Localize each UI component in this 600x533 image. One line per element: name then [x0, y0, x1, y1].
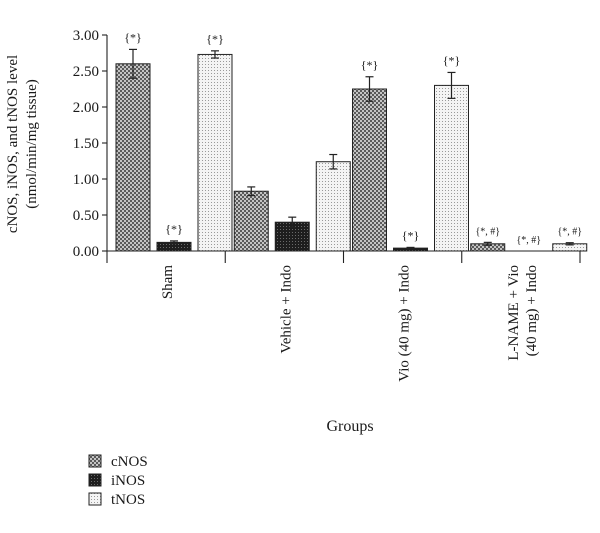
category-label: L-NAME + Vio — [506, 265, 522, 361]
legend: cNOS iNOS tNOS — [88, 454, 148, 508]
bar-tnos — [315, 161, 351, 252]
significance-label-inos: {*, #} — [516, 235, 541, 246]
significance-label-tnos: {*, #} — [557, 227, 582, 238]
y-tick-label: 2.50 — [73, 64, 99, 80]
x-axis-title: Groups — [326, 418, 373, 435]
category-label: Vehicle + Indo — [278, 265, 294, 353]
y-axis-title-line-1: cNOS, iNOS, and tNOS level — [5, 55, 21, 233]
y-tick-label: 3.00 — [73, 28, 99, 44]
significance-label-tnos: {*} — [206, 32, 224, 46]
legend-label-tnos: tNOS — [111, 492, 145, 508]
significance-label-tnos: {*} — [443, 53, 461, 67]
y-tick-label: 1.00 — [73, 172, 99, 188]
bar-cnos — [115, 63, 151, 252]
legend-swatch-cnos — [88, 454, 102, 468]
significance-label-cnos: {*} — [124, 30, 142, 44]
category-label: Vio (40 mg) + Indo — [397, 265, 413, 382]
significance-label-cnos: {*, #} — [475, 226, 500, 237]
y-tick-label: 0.50 — [73, 208, 99, 224]
category-label: (40 mg) + Indo — [524, 265, 540, 356]
bar-cnos — [352, 88, 387, 252]
legend-swatch-inos — [88, 473, 102, 487]
y-tick-label: 0.00 — [73, 244, 99, 260]
significance-label-inos: {*} — [402, 228, 420, 242]
y-tick-label: 2.00 — [73, 100, 99, 116]
y-tick-label: 1.50 — [73, 136, 99, 152]
significance-label-cnos: {*} — [361, 58, 379, 72]
legend-swatch-tnos — [88, 492, 102, 506]
legend-label-inos: iNOS — [111, 473, 145, 489]
category-label: Sham — [160, 265, 176, 300]
bar-tnos — [197, 53, 233, 252]
legend-label-cnos: cNOS — [111, 454, 148, 470]
y-axis-title-line-2: (nmol/min/mg tissue) — [24, 79, 40, 209]
significance-label-inos: {*} — [165, 222, 183, 236]
bar-cnos — [233, 190, 269, 252]
bar-tnos — [434, 84, 469, 252]
